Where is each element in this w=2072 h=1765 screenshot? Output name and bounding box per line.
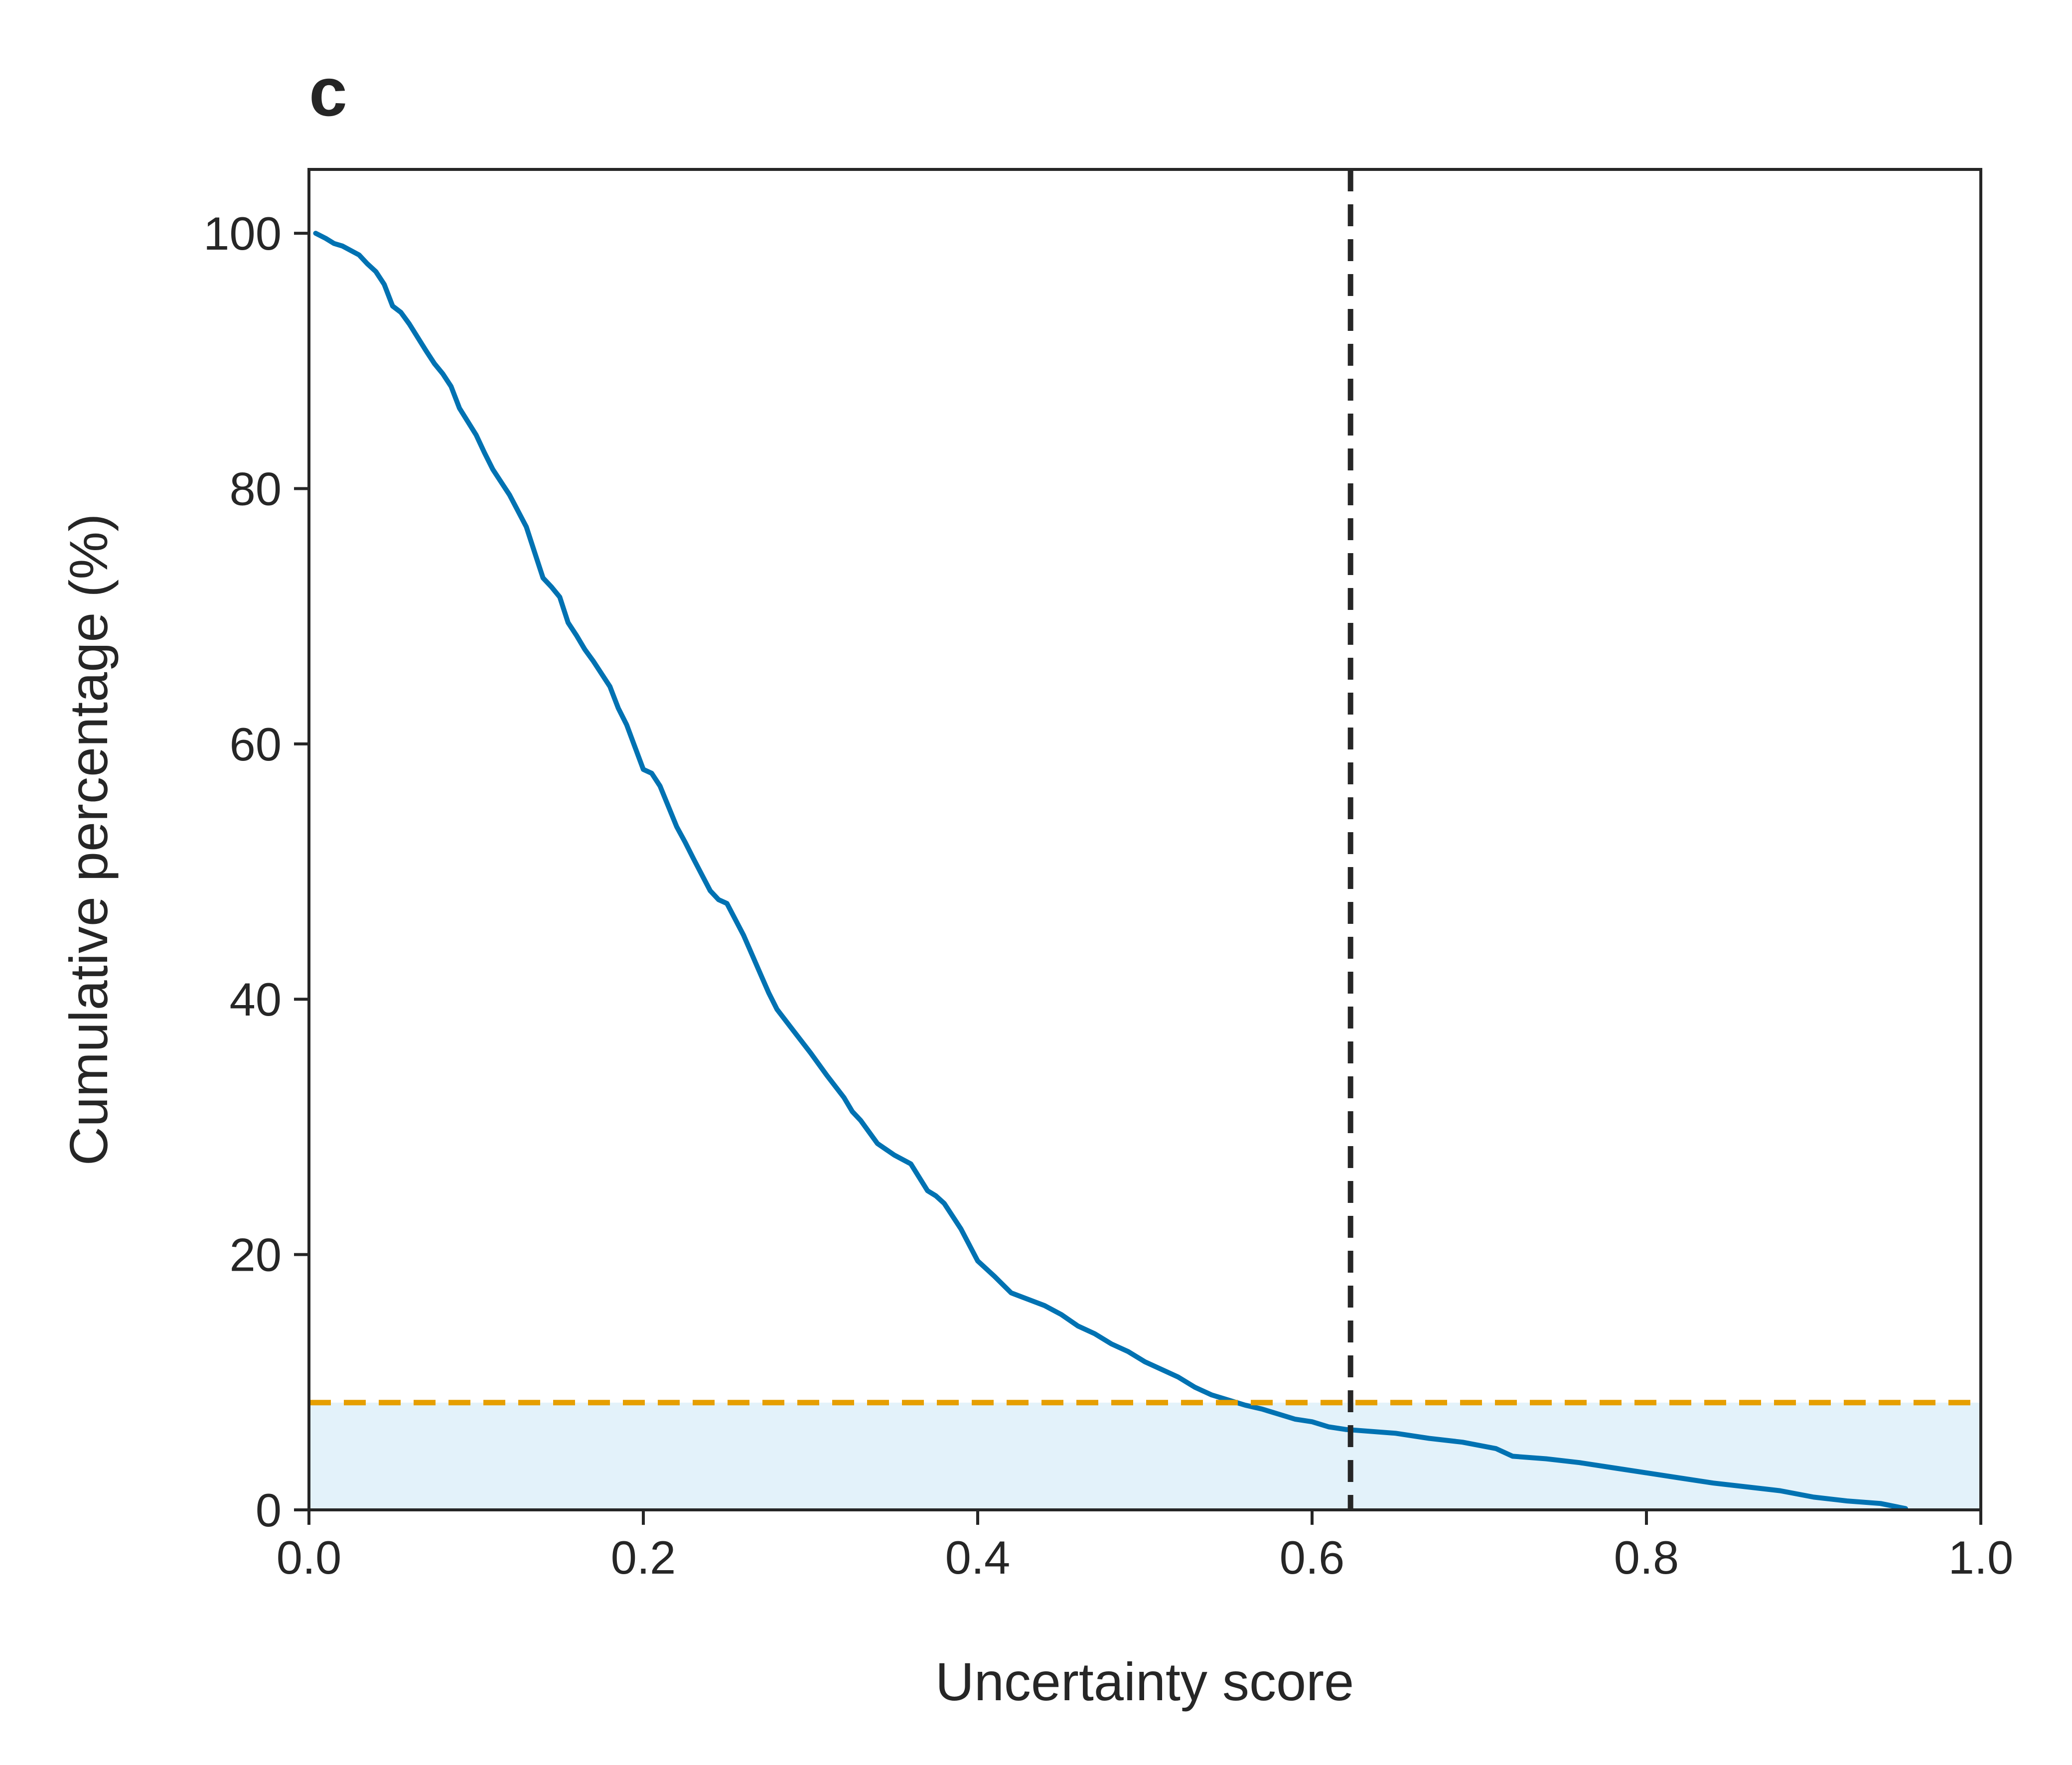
y-tick-label: 60 bbox=[229, 718, 282, 770]
y-tick-label: 0 bbox=[256, 1484, 282, 1536]
y-tick-label: 40 bbox=[229, 973, 282, 1026]
y-tick-label: 80 bbox=[229, 462, 282, 515]
x-tick-label: 0.6 bbox=[1280, 1531, 1345, 1584]
y-tick-label: 20 bbox=[229, 1229, 282, 1281]
x-axis-title: Uncertainty score bbox=[935, 1651, 1354, 1712]
axes-frame bbox=[307, 168, 1982, 1511]
x-tick-label: 0.8 bbox=[1614, 1531, 1679, 1584]
axes: 0.0 0.2 0.4 0.6 0.8 1.0 0 20 40 60 80 100 bbox=[203, 168, 2014, 1584]
x-tick-label: 0.2 bbox=[611, 1531, 676, 1584]
series-line-0 bbox=[313, 231, 1908, 1511]
y-tick-label: 100 bbox=[203, 207, 282, 260]
plot-area bbox=[309, 169, 1981, 1511]
y-axis-title: Cumulative percentage (%) bbox=[58, 514, 119, 1166]
x-tick-label: 0.0 bbox=[277, 1531, 342, 1584]
panel-label: c bbox=[309, 54, 347, 131]
shaded-band bbox=[309, 1402, 1981, 1510]
x-tick-label: 0.4 bbox=[945, 1531, 1011, 1584]
x-tick-label: 1.0 bbox=[1948, 1531, 2014, 1584]
